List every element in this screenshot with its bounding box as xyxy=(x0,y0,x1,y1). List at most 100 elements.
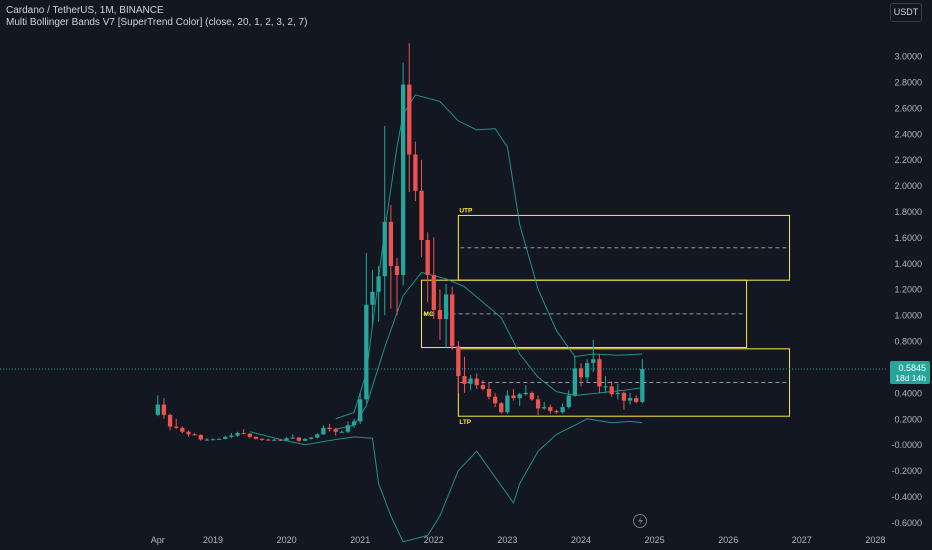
candle xyxy=(468,374,473,391)
candle-body xyxy=(167,414,173,427)
candle-body xyxy=(394,265,400,275)
candle-body xyxy=(505,395,510,413)
candle xyxy=(419,159,424,257)
candle-body xyxy=(578,368,584,378)
candle xyxy=(345,421,351,434)
candle-body xyxy=(492,396,498,404)
indicator-legend[interactable]: Multi Bollinger Bands V7 [SuperTrend Col… xyxy=(6,17,308,28)
zone-box xyxy=(421,279,748,349)
candle-body xyxy=(266,439,271,441)
candle xyxy=(284,436,289,441)
candle-body xyxy=(155,404,160,415)
candle-body xyxy=(345,425,351,432)
candle xyxy=(198,434,203,441)
candle xyxy=(370,269,375,326)
candle xyxy=(517,392,522,406)
candle xyxy=(247,433,252,439)
candle xyxy=(296,436,302,443)
candle-body xyxy=(566,395,571,408)
y-tick-label: 0.4000 xyxy=(894,388,922,398)
candle-body xyxy=(554,411,559,413)
candle xyxy=(272,438,277,441)
candle xyxy=(456,341,461,393)
candle-body xyxy=(364,304,369,400)
candle xyxy=(627,392,633,405)
candle-body xyxy=(284,438,289,441)
candle-body xyxy=(296,437,302,441)
candle xyxy=(523,385,528,396)
candle-body xyxy=(480,385,486,389)
candle xyxy=(511,388,516,401)
candle xyxy=(437,289,443,340)
x-axis[interactable]: Apr 2019 2020 2021 2022 2023 2024 2025 2026 2027 2… xyxy=(151,535,886,545)
y-axis[interactable]: 3.0000 2.8000 2.6000 2.4000 2.2000 2.0000 1.80… xyxy=(891,52,922,528)
currency-button[interactable]: USDT xyxy=(890,3,922,22)
candle xyxy=(450,286,455,351)
candle xyxy=(584,359,590,383)
candle xyxy=(229,433,234,439)
candle-body xyxy=(597,359,602,387)
candle xyxy=(572,356,578,397)
flash-icon[interactable] xyxy=(633,514,647,528)
y-tick-label: 2.2000 xyxy=(894,155,922,165)
y-tick-label: 2.8000 xyxy=(894,77,922,87)
band-lower xyxy=(335,418,643,543)
candle xyxy=(382,126,387,316)
y-tick-label: 0.8000 xyxy=(894,337,922,347)
y-tick-label: 0.2000 xyxy=(894,414,922,424)
y-tick-label: -0.4000 xyxy=(891,492,922,502)
candle xyxy=(388,205,394,309)
candle xyxy=(186,430,191,437)
candle-body xyxy=(517,394,522,399)
candle xyxy=(290,434,295,439)
candle-body xyxy=(603,386,608,388)
candle xyxy=(499,401,504,414)
candle xyxy=(597,354,602,393)
candle-body xyxy=(333,429,338,432)
current-price-badge xyxy=(890,360,930,384)
candle-body xyxy=(591,359,596,364)
x-tick-label: 2019 xyxy=(203,535,223,545)
candle-body xyxy=(321,427,326,435)
candle xyxy=(560,403,565,414)
candle-body xyxy=(358,399,363,422)
x-tick-label: Apr xyxy=(151,535,165,545)
candle xyxy=(192,433,197,436)
x-tick-label: 2026 xyxy=(718,535,738,545)
candle xyxy=(640,359,645,404)
candle-body xyxy=(259,438,265,440)
y-tick-label: 1.0000 xyxy=(894,311,922,321)
candle xyxy=(578,363,584,387)
candle xyxy=(634,395,639,404)
candle-body xyxy=(437,309,443,320)
candle-body xyxy=(192,434,197,436)
x-tick-label: 2027 xyxy=(792,535,812,545)
candle xyxy=(548,404,553,414)
candle xyxy=(462,356,467,393)
symbol-legend[interactable]: Cardano / TetherUS, 1M, BINANCE xyxy=(6,5,164,16)
candle-body xyxy=(584,363,590,378)
y-tick-label: 2.0000 xyxy=(894,181,922,191)
candle-body xyxy=(523,392,528,395)
candle-body xyxy=(542,407,547,409)
candle-body xyxy=(419,190,424,241)
candle xyxy=(278,439,283,441)
candles xyxy=(155,43,645,443)
candle xyxy=(603,376,608,393)
candle-body xyxy=(474,378,479,386)
candle-body xyxy=(609,386,614,395)
candle-body xyxy=(431,275,436,310)
candle-body xyxy=(529,392,535,400)
zone-label: LTP xyxy=(459,419,471,426)
x-tick-label: 2025 xyxy=(645,535,665,545)
x-tick-label: 2024 xyxy=(571,535,591,545)
candle-body xyxy=(186,431,191,435)
current-price-label: 0.5845 18d 14h xyxy=(890,360,930,384)
candle-body xyxy=(253,436,259,439)
y-tick-label: 2.6000 xyxy=(894,103,922,113)
candle xyxy=(505,390,510,414)
candle xyxy=(174,418,179,430)
candle-body xyxy=(241,433,246,435)
candle-body xyxy=(229,435,234,437)
